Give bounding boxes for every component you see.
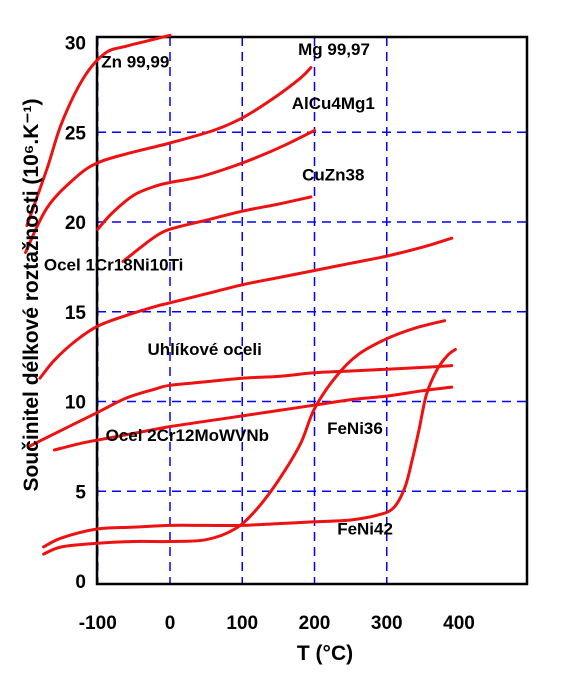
x-tick-label: -100 [79,613,117,634]
plot-frame [95,35,529,586]
curve-label: Mg 99,97 [298,40,370,59]
x-tick-label: 200 [299,613,331,634]
x-axis-title: T (°C) [297,642,353,665]
x-tick-label: 0 [165,613,176,634]
x-tick-label: 300 [371,613,403,634]
series-line-cuzn38 [121,195,313,263]
series-line-alcu4mg1 [96,129,316,231]
series-line-uhl-kov-oceli [27,364,454,448]
y-tick-label: 5 [75,482,86,503]
y-tick-label: 25 [65,123,87,144]
x-tick-label: 100 [226,613,258,634]
series-line-feni36 [42,319,447,556]
curve-label: Zn 99,99 [101,53,169,72]
curve-label: Ocel 1Cr18Ni10Ti [44,255,184,274]
y-axis-title: Součinitel délkové roztažnosti (10⁶.K⁻¹) [20,99,43,492]
series-line-zn-99-99 [25,33,172,228]
x-tick-label: 400 [443,613,475,634]
y-tick-label: 20 [65,213,86,234]
curve-label: CuZn38 [302,166,364,185]
grid-lines [97,37,527,584]
curve-label: Ocel 2Cr12MoWVNb [106,426,269,445]
y-tick-label: 10 [65,393,86,414]
curve-label: FeNi42 [337,519,393,538]
y-tick-label: 0 [75,572,86,593]
series-line-ocel-2cr12mowvnb [52,385,454,452]
series-line-mg-99-97 [24,66,313,254]
curve-labels: Zn 99,99 Mg 99,97 AlCu4Mg1 CuZn38 Ocel 1Cr18… [44,40,393,538]
curve-label: Uhlíkové oceli [148,340,262,359]
y-tick-label: 30 [65,34,86,55]
tick-labels: -100 0 100 200 300 400 0 5 10 15 20 25 30 [65,34,475,635]
series-line-ocel-1cr18ni10ti [38,236,454,380]
series-lines [24,33,457,556]
series-line-feni42 [42,347,457,549]
y-tick-label: 15 [65,303,87,324]
curve-label: FeNi36 [327,419,383,438]
curve-label: AlCu4Mg1 [292,94,375,113]
